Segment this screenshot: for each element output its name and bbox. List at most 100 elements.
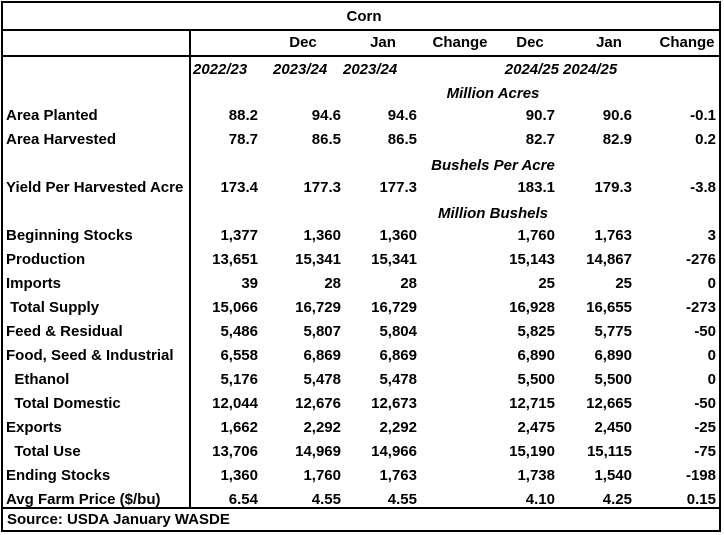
title-divider: [3, 29, 719, 31]
row-value-col-1: 6,869: [303, 347, 341, 364]
row-value-col-1: 14,969: [295, 443, 341, 460]
row-value-col-4: 25: [538, 275, 555, 292]
row-value-col-1: 1,360: [303, 227, 341, 244]
row-value-col-4: 2,475: [517, 419, 555, 436]
row-value-col-4: 15,143: [509, 251, 555, 268]
row-label: Total Supply: [6, 299, 100, 316]
row-value-col-1: 5,807: [303, 323, 341, 340]
row-value-col-1: 1,760: [303, 467, 341, 484]
row-label: Beginning Stocks: [6, 227, 133, 244]
row-value-col-6: -25: [694, 419, 716, 436]
header-row-periods: Dec Jan Change Dec Jan Change: [3, 31, 719, 55]
header-divider: [3, 55, 719, 57]
row-value-col-5: 82.9: [602, 131, 632, 148]
row-value-col-5: 12,665: [586, 395, 632, 412]
row-value-col-0: 1,662: [220, 419, 258, 436]
row-label: Food, Seed & Industrial: [6, 347, 174, 364]
row-value-col-4: 16,928: [509, 299, 555, 316]
header-row-years: 2022/23 2023/24 2023/24 2024/25 2024/25: [3, 59, 719, 81]
row-value-col-4: 82.7: [525, 131, 555, 148]
row-value-col-4: 12,715: [509, 395, 555, 412]
row-value-col-2: 177.3: [379, 179, 417, 196]
table-row: Total Domestic 12,044 12,676 12,673 12,715 12…: [3, 393, 719, 415]
row-value-col-6: -75: [694, 443, 716, 460]
row-value-col-4: 90.7: [525, 107, 555, 124]
table-row: Area Harvested 78.7 86.5 86.5 82.7 82.9 0.2: [3, 129, 719, 151]
row-value-col-1: 5,478: [303, 371, 341, 388]
table-title: Corn: [346, 8, 382, 25]
section-label-bushels: Million Bushels: [437, 205, 548, 222]
row-value-col-2: 86.5: [387, 131, 417, 148]
table-row: Yield Per Harvested Acre 173.4 177.3 177.3 1…: [3, 177, 719, 199]
row-value-col-1: 2,292: [303, 419, 341, 436]
row-value-col-5: 6,890: [594, 347, 632, 364]
row-value-col-1: 28: [324, 275, 341, 292]
row-value-col-2: 15,341: [371, 251, 417, 268]
source-note: Source: USDA January WASDE: [7, 511, 230, 528]
table-row: Feed & Residual 5,486 5,807 5,804 5,825 5,775…: [3, 321, 719, 343]
section-label-yield: Bushels Per Acre: [431, 157, 555, 174]
row-label: Production: [6, 251, 86, 268]
row-label: Total Use: [6, 443, 81, 460]
row-label: Area Planted: [6, 107, 98, 124]
row-value-col-5: 2,450: [594, 419, 632, 436]
row-value-col-2: 4.55: [387, 491, 417, 508]
label-column-divider: [189, 55, 191, 508]
row-value-col-4: 5,825: [517, 323, 555, 340]
row-value-col-4: 183.1: [517, 179, 555, 196]
row-value-col-4: 15,190: [509, 443, 555, 460]
row-label: Exports: [6, 419, 62, 436]
header-year-1: 2023/24: [273, 61, 328, 78]
row-value-col-5: 5,500: [594, 371, 632, 388]
row-value-col-6: -198: [685, 467, 716, 484]
row-value-col-5: 14,867: [586, 251, 632, 268]
row-value-col-4: 1,760: [517, 227, 555, 244]
row-value-col-0: 13,706: [212, 443, 258, 460]
table-row: Production 13,651 15,341 15,341 15,143 14,867…: [3, 249, 719, 271]
header-year-4: 2024/25: [504, 61, 559, 78]
header-period-6: Change: [659, 34, 715, 51]
row-value-col-6: 3: [707, 227, 716, 244]
header-year-0: 2022/23: [193, 61, 248, 78]
header-period-5: Jan: [596, 34, 622, 51]
row-value-col-2: 6,869: [379, 347, 417, 364]
table-row: Beginning Stocks 1,377 1,360 1,360 1,760 1,76…: [3, 225, 719, 247]
row-value-col-6: -50: [694, 323, 716, 340]
row-label: Avg Farm Price ($/bu): [6, 491, 161, 508]
row-value-col-2: 2,292: [379, 419, 417, 436]
row-label: Feed & Residual: [6, 323, 123, 340]
row-value-col-6: 0.2: [695, 131, 716, 148]
header-year-5: 2024/25: [563, 61, 618, 78]
row-value-col-2: 14,966: [371, 443, 417, 460]
row-value-col-0: 12,044: [212, 395, 258, 412]
row-label: Yield Per Harvested Acre: [6, 179, 184, 196]
header-period-2: Jan: [370, 34, 396, 51]
row-value-col-0: 15,066: [212, 299, 258, 316]
row-value-col-0: 6.54: [228, 491, 258, 508]
table-row: Area Planted 88.2 94.6 94.6 90.7 90.6 -0.1: [3, 105, 719, 127]
row-value-col-0: 78.7: [228, 131, 258, 148]
row-value-col-1: 177.3: [303, 179, 341, 196]
row-label: Ending Stocks: [6, 467, 111, 484]
table-row: Imports 39 28 28 25 25 0: [3, 273, 719, 295]
row-value-col-2: 94.6: [387, 107, 417, 124]
header-vertical-divider: [189, 29, 191, 55]
row-label: Total Domestic: [6, 395, 121, 412]
row-label: Area Harvested: [6, 131, 117, 148]
row-value-col-2: 28: [400, 275, 417, 292]
row-value-col-1: 94.6: [311, 107, 341, 124]
row-value-col-0: 39: [241, 275, 258, 292]
row-value-col-4: 4.10: [525, 491, 555, 508]
row-value-col-0: 6,558: [220, 347, 258, 364]
row-value-col-1: 4.55: [311, 491, 341, 508]
row-value-col-0: 5,486: [220, 323, 258, 340]
row-value-col-0: 13,651: [212, 251, 258, 268]
row-value-col-6: -50: [694, 395, 716, 412]
row-value-col-1: 16,729: [295, 299, 341, 316]
row-value-col-6: 0: [707, 347, 716, 364]
row-value-col-0: 1,377: [220, 227, 258, 244]
row-value-col-6: 0: [707, 371, 716, 388]
row-value-col-6: -0.1: [690, 107, 716, 124]
row-value-col-6: 0.15: [686, 491, 716, 508]
